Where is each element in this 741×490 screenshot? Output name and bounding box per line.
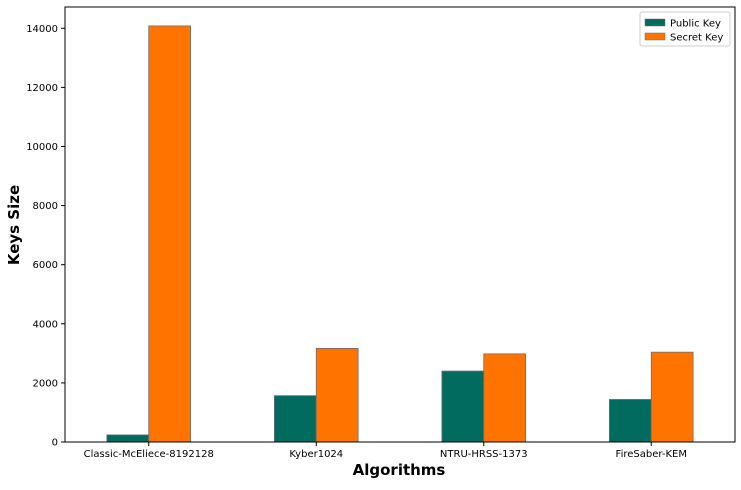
bar-secret-key: [483, 353, 527, 443]
x-tick-label: Kyber1024: [289, 449, 343, 460]
y-tick-label: 2000: [33, 378, 58, 389]
bars-layer: [106, 25, 694, 443]
x-axis-title: Algorithms: [353, 461, 446, 479]
y-tick-label: 10000: [26, 142, 58, 153]
plot-frame: [64, 6, 736, 443]
bar-secret-key: [650, 351, 694, 443]
x-tick-label: Classic-McEliece-8192128: [84, 449, 214, 460]
bar-secret-key: [315, 347, 359, 443]
y-tick-label: 12000: [26, 83, 58, 94]
y-tick-label: 4000: [33, 319, 58, 330]
legend-label: Public Key: [670, 19, 721, 30]
x-tick-label: NTRU-HRSS-1373: [440, 449, 528, 460]
legend-swatch: [644, 18, 666, 27]
bar-public-key: [273, 395, 317, 443]
legend: Public Key Secret Key: [639, 11, 731, 47]
y-tick-label: 14000: [26, 24, 58, 35]
y-axis-title: Keys Size: [5, 185, 23, 265]
x-tick-label: FireSaber-KEM: [616, 449, 687, 460]
x-axis: Classic-McEliece-8192128 Kyber1024 NTRU-HR…: [84, 442, 687, 460]
bar-public-key: [106, 434, 150, 443]
y-tick-label: 0: [52, 438, 58, 449]
y-tick-label: 6000: [33, 260, 58, 271]
legend-swatch: [644, 32, 666, 41]
y-tick-label: 8000: [33, 201, 58, 212]
y-axis: 0 2000 4000 6000 8000 10000 12000 14000: [26, 24, 65, 449]
bar-public-key: [441, 370, 485, 443]
bar-secret-key: [148, 25, 192, 443]
bar-public-key: [608, 399, 652, 443]
legend-label: Secret Key: [670, 33, 723, 44]
